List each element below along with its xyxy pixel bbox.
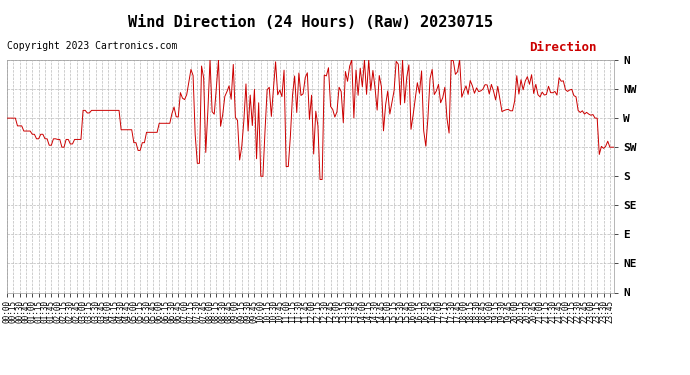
Text: Copyright 2023 Cartronics.com: Copyright 2023 Cartronics.com	[7, 41, 177, 51]
Text: Direction: Direction	[529, 41, 597, 54]
Text: Wind Direction (24 Hours) (Raw) 20230715: Wind Direction (24 Hours) (Raw) 20230715	[128, 15, 493, 30]
